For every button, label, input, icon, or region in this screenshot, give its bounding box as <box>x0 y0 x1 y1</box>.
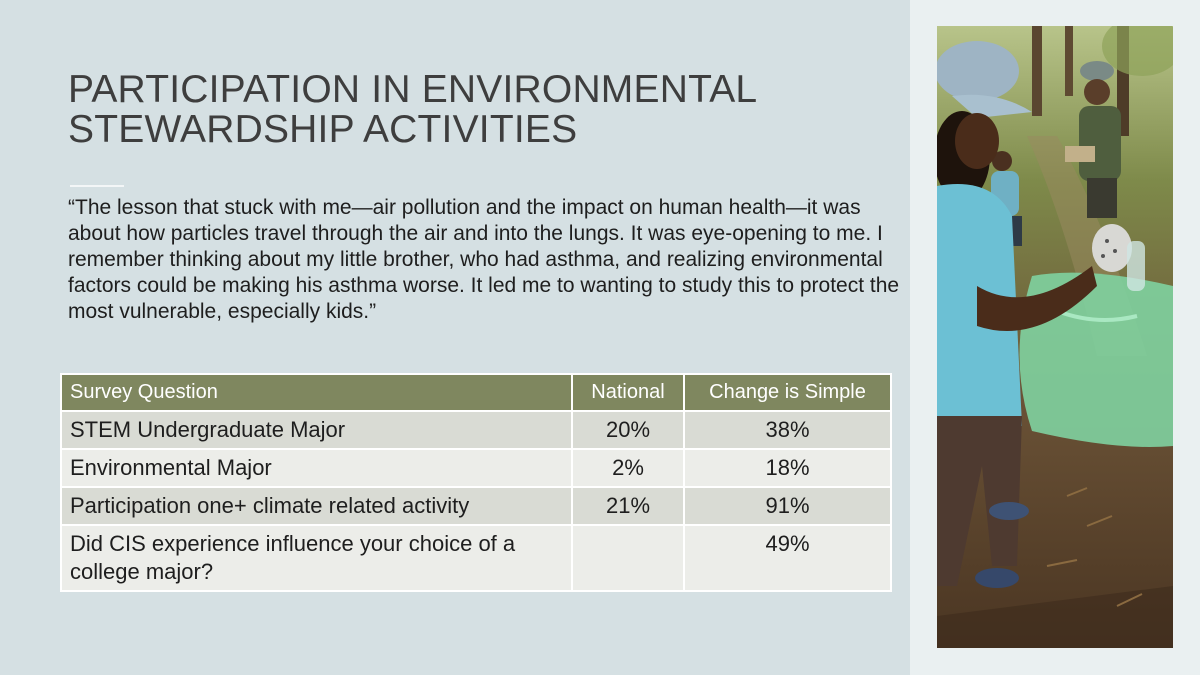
student-quote: “The lesson that stuck with me—air pollu… <box>68 196 900 323</box>
row-national: 20% <box>571 410 685 450</box>
row-national: 2% <box>571 448 685 488</box>
slide-title: PARTICIPATION IN ENVIRONMENTAL STEWARDSH… <box>68 70 888 150</box>
header-national: National <box>571 373 685 412</box>
table-row: Environmental Major 2% 18% <box>60 448 892 488</box>
row-cis: 38% <box>683 410 892 450</box>
table-header-row: Survey Question National Change is Simpl… <box>60 373 892 412</box>
row-question: STEM Undergraduate Major <box>60 410 573 450</box>
table-row: Participation one+ climate related activ… <box>60 486 892 526</box>
row-question: Participation one+ climate related activ… <box>60 486 573 526</box>
row-cis: 18% <box>683 448 892 488</box>
row-national <box>571 524 685 592</box>
row-cis: 91% <box>683 486 892 526</box>
table-row: Did CIS experience influence your choice… <box>60 524 892 592</box>
row-question: Did CIS experience influence your choice… <box>60 524 573 592</box>
title-line-2: STEWARDSHIP ACTIVITIES <box>68 108 578 151</box>
volunteer-cleanup-photo <box>937 26 1173 648</box>
survey-table: Survey Question National Change is Simpl… <box>60 373 892 592</box>
row-national: 21% <box>571 486 685 526</box>
table-row: STEM Undergraduate Major 20% 38% <box>60 410 892 450</box>
row-cis: 49% <box>683 524 892 592</box>
title-line-1: PARTICIPATION IN ENVIRONMENTAL <box>68 68 758 111</box>
row-question: Environmental Major <box>60 448 573 488</box>
header-change-is-simple: Change is Simple <box>683 373 892 412</box>
header-survey-question: Survey Question <box>60 373 573 412</box>
accent-divider <box>70 185 124 187</box>
